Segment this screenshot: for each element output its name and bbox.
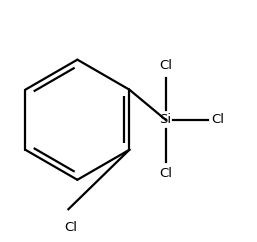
Text: Cl: Cl <box>159 167 172 180</box>
Text: Cl: Cl <box>159 60 172 72</box>
Text: Cl: Cl <box>65 221 78 234</box>
Text: Si: Si <box>160 113 172 126</box>
Text: Cl: Cl <box>212 113 225 126</box>
